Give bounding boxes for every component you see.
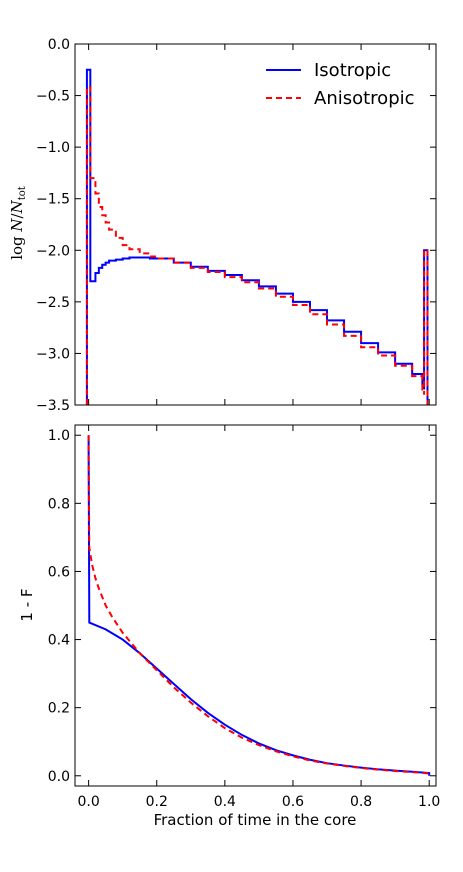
top-series-line-anisotropic — [85, 86, 429, 405]
bottom-series-line-anisotropic — [87, 435, 430, 775]
legend: Isotropic Anisotropic — [266, 60, 415, 109]
bottom-y-tick-label: 0.6 — [48, 564, 70, 580]
bottom-plot-frame — [74, 424, 437, 787]
top-y-axis-label: log N/Ntot — [8, 186, 28, 260]
bottom-panel: 0.0 0.2 0.4 0.6 0.8 1.0 0.0 0.2 0.4 0.6 0.8 1.0 1 … — [18, 424, 440, 829]
top-y-ticks: 0.0 −0.5 −1.0 −1.5 −2.0 −2.5 −3.0 −3.5 — [36, 37, 436, 414]
top-panel: 0.0 −0.5 −1.0 −1.5 −2.0 −2.5 −3.0 −3.5 log N/Nt… — [8, 37, 437, 414]
bottom-y-tick-label: 0.0 — [48, 769, 70, 785]
bottom-x-tick-label: 0.4 — [214, 794, 236, 810]
top-y-tick-label: −2.5 — [36, 295, 70, 311]
bottom-y-tick-label: 0.8 — [48, 496, 70, 512]
top-plot-frame — [74, 43, 437, 406]
bottom-x-ticks: 0.0 0.2 0.4 0.6 0.8 1.0 — [77, 425, 440, 810]
bottom-series-group — [87, 435, 431, 776]
bottom-x-axis-label: Fraction of time in the core — [154, 811, 357, 829]
top-y-tick-label: −3.5 — [36, 398, 70, 414]
bottom-y-axis-label: 1 - F — [18, 588, 36, 621]
top-y-tick-label: 0.0 — [48, 37, 70, 53]
bottom-y-tick-label: 0.2 — [48, 701, 70, 717]
top-series-line-isotropic — [85, 68, 429, 405]
bottom-x-tick-label: 1.0 — [418, 794, 440, 810]
bottom-y-tick-label: 0.4 — [48, 633, 70, 649]
top-y-tick-label: −1.5 — [36, 192, 70, 208]
top-y-tick-label: −3.0 — [36, 346, 70, 362]
bottom-series-line-isotropic — [87, 435, 431, 776]
legend-label-isotropic: Isotropic — [314, 60, 391, 81]
bottom-x-tick-label: 0.2 — [146, 794, 168, 810]
bottom-y-tick-label: 1.0 — [48, 428, 70, 444]
bottom-x-tick-label: 0.8 — [350, 794, 372, 810]
top-x-ticks — [88, 44, 430, 405]
bottom-y-ticks: 0.0 0.2 0.4 0.6 0.8 1.0 — [48, 428, 436, 785]
bottom-x-tick-label: 0.0 — [77, 794, 99, 810]
top-y-tick-label: −0.5 — [36, 89, 70, 105]
top-series-group — [85, 68, 429, 405]
legend-label-anisotropic: Anisotropic — [314, 88, 415, 109]
top-y-tick-label: −2.0 — [36, 243, 70, 259]
bottom-x-tick-label: 0.6 — [282, 794, 304, 810]
top-y-tick-label: −1.0 — [36, 140, 70, 156]
